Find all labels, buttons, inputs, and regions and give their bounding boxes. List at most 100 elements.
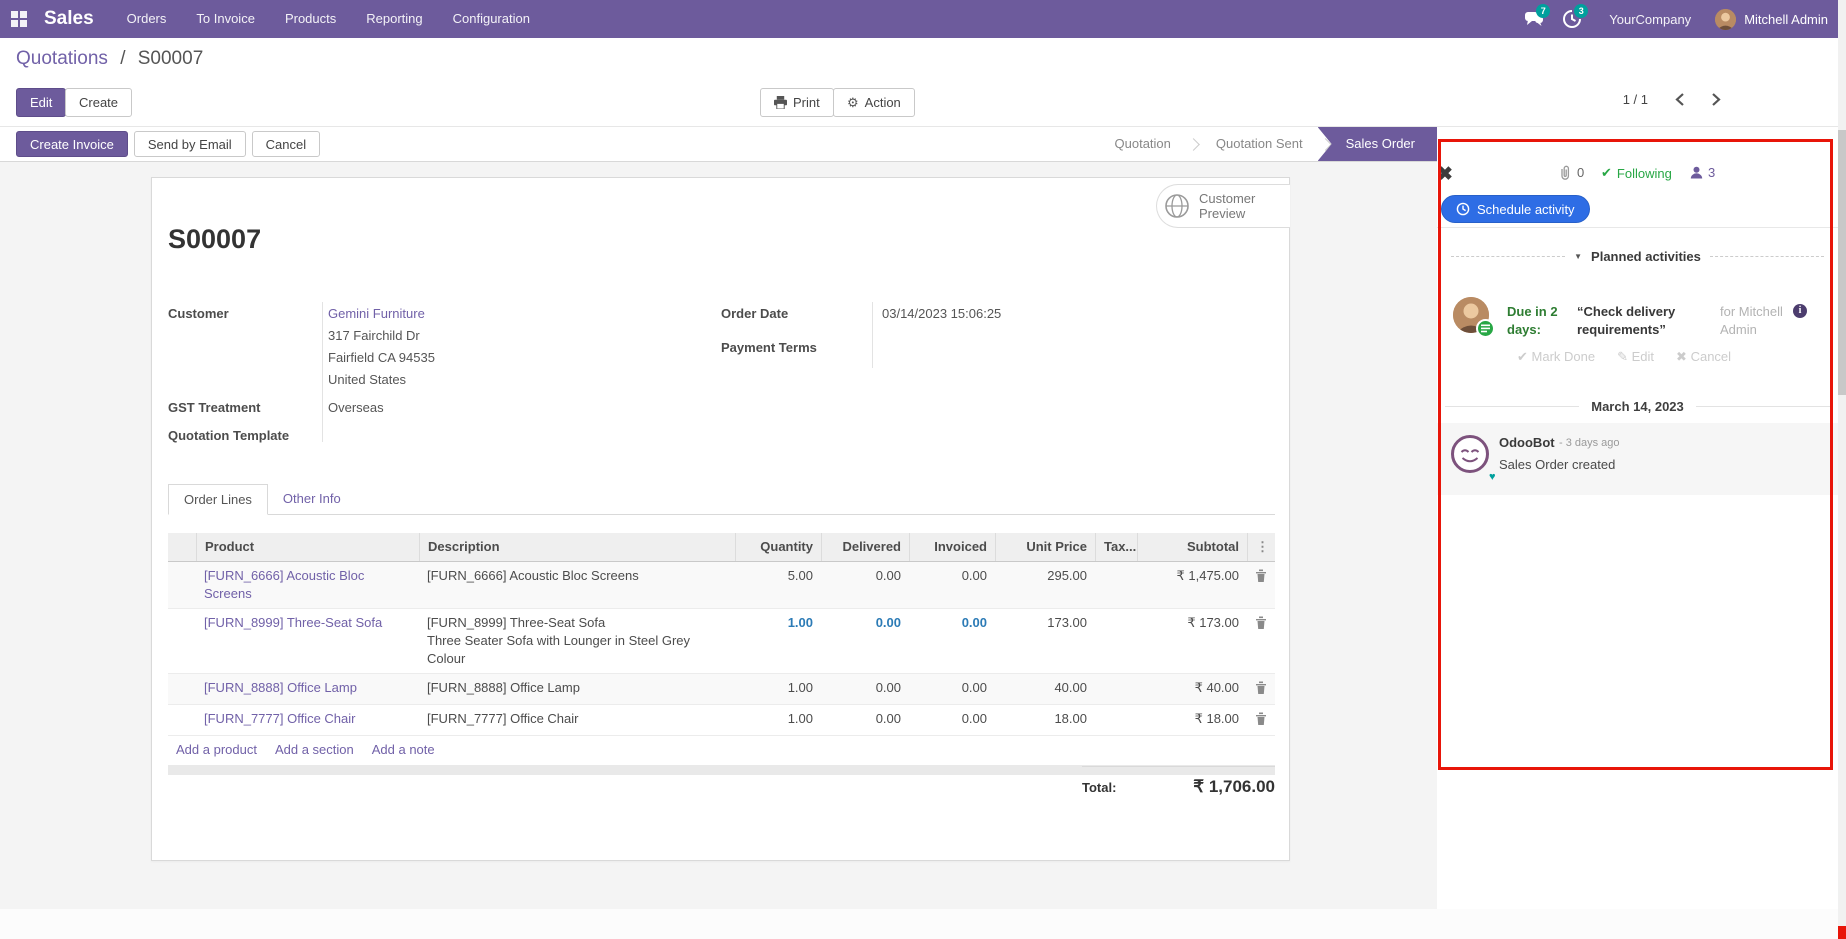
col-invoiced[interactable]: Invoiced	[909, 533, 995, 561]
mark-done-button[interactable]: ✔ Mark Done	[1517, 349, 1596, 364]
messages-badge: 7	[1536, 4, 1551, 18]
message-author: OdooBot	[1499, 435, 1555, 450]
action-label: Action	[864, 95, 901, 110]
status-sales-order[interactable]: Sales Order	[1317, 127, 1437, 161]
activity-actions: ✔ Mark Done ✎ Edit ✖ Cancel	[1517, 349, 1731, 365]
delete-row-icon[interactable]	[1255, 569, 1267, 582]
edit-button[interactable]: Edit	[16, 88, 67, 117]
pencil-icon: ✎	[1617, 349, 1629, 364]
printer-icon	[774, 96, 787, 109]
planned-activities-header[interactable]: ▼ Planned activities	[1437, 249, 1838, 264]
breadcrumb-separator: /	[120, 48, 126, 69]
handle-column	[168, 533, 196, 561]
menu-configuration[interactable]: Configuration	[452, 11, 530, 26]
table-row[interactable]: [FURN_8888] Office Lamp [FURN_8888] Offi…	[168, 674, 1275, 705]
create-invoice-button[interactable]: Create Invoice	[16, 131, 128, 157]
order-lines-table: Product Description Quantity Delivered I…	[168, 533, 1275, 775]
customer-label: Customer	[168, 306, 229, 321]
breadcrumb-quotations[interactable]: Quotations	[16, 48, 108, 69]
pager-value[interactable]: 1 / 1	[1622, 92, 1648, 107]
pager-previous-icon[interactable]	[1674, 92, 1685, 107]
systray: 7 3 YourCompany Mitchell Admin	[1517, 0, 1846, 38]
table-row[interactable]: [FURN_8999] Three-Seat Sofa [FURN_8999] …	[168, 609, 1275, 674]
messages-button[interactable]: 7	[1517, 0, 1551, 38]
description-cell: [FURN_6666] Acoustic Bloc Screens	[427, 568, 639, 583]
attachments-count: 0	[1577, 165, 1585, 180]
product-link[interactable]: [FURN_6666] Acoustic Bloc Screens	[204, 568, 365, 601]
menu-reporting[interactable]: Reporting	[366, 11, 423, 26]
product-link[interactable]: [FURN_7777] Office Chair	[204, 711, 356, 726]
add-a-section-link[interactable]: Add a section	[274, 742, 354, 757]
customer-preview-label: Customer Preview	[1199, 191, 1256, 221]
gst-treatment-label: GST Treatment	[168, 400, 261, 415]
schedule-activity-button[interactable]: Schedule activity	[1441, 195, 1590, 223]
delete-row-icon[interactable]	[1255, 616, 1267, 629]
x-icon: ✖	[1676, 349, 1687, 364]
activities-button[interactable]: 3	[1555, 0, 1589, 38]
following-button[interactable]: ✔ Following	[1601, 165, 1672, 181]
col-delivered[interactable]: Delivered	[821, 533, 909, 561]
col-product[interactable]: Product	[196, 533, 419, 561]
edit-activity-button[interactable]: ✎ Edit	[1617, 349, 1655, 364]
menu-to-invoice[interactable]: To Invoice	[196, 11, 255, 26]
customer-link[interactable]: Gemini Furniture	[328, 306, 425, 321]
breadcrumb: Quotations / S00007	[16, 48, 203, 70]
activities-badge: 3	[1574, 4, 1589, 18]
status-quotation[interactable]: Quotation	[1114, 136, 1171, 151]
status-quotation-sent[interactable]: Quotation Sent	[1215, 136, 1303, 151]
col-description[interactable]: Description	[419, 533, 735, 561]
followers-count: 3	[1708, 165, 1716, 180]
col-taxes[interactable]: Tax...	[1095, 533, 1137, 561]
send-by-email-button[interactable]: Send by Email	[133, 131, 246, 157]
check-icon: ✔	[1601, 165, 1612, 180]
apps-menu-icon[interactable]	[0, 0, 38, 38]
app-name[interactable]: Sales	[44, 8, 94, 29]
planned-activities-label: Planned activities	[1591, 249, 1701, 264]
invoiced-cell: 0.00	[961, 615, 987, 630]
tab-order-lines[interactable]: Order Lines	[168, 484, 268, 515]
delete-row-icon[interactable]	[1255, 712, 1267, 725]
col-subtotal[interactable]: Subtotal	[1137, 533, 1247, 561]
caret-down-icon: ▼	[1574, 252, 1583, 261]
main-menu: Orders To Invoice Products Reporting Con…	[112, 0, 545, 38]
user-menu[interactable]: Mitchell Admin	[1711, 8, 1832, 30]
col-unit-price[interactable]: Unit Price	[995, 533, 1095, 561]
product-link[interactable]: [FURN_8888] Office Lamp	[204, 680, 357, 695]
activity-info-icon[interactable]: i	[1793, 304, 1807, 318]
action-button[interactable]: ⚙ Action	[833, 88, 915, 117]
pager-next-icon[interactable]	[1711, 92, 1722, 107]
page-scrollbar	[1838, 0, 1846, 939]
cancel-button[interactable]: Cancel	[251, 131, 321, 157]
activity-assignee: for Mitchell Admin	[1720, 304, 1783, 337]
quantity-cell: 1.00	[787, 680, 813, 695]
create-button[interactable]: Create	[65, 88, 133, 117]
pager: 1 / 1	[1623, 92, 1722, 107]
company-switcher[interactable]: YourCompany	[1609, 11, 1692, 27]
menu-orders[interactable]: Orders	[126, 11, 167, 26]
product-link[interactable]: [FURN_8999] Three-Seat Sofa	[204, 615, 383, 630]
breadcrumb-current: S00007	[137, 48, 204, 69]
description-cell: [FURN_8999] Three-Seat Sofa Three Seater…	[427, 615, 691, 666]
status-pipeline: Quotation Quotation Sent Sales Order	[1099, 127, 1437, 161]
cancel-activity-button[interactable]: ✖ Cancel	[1676, 349, 1732, 364]
table-row[interactable]: [FURN_6666] Acoustic Bloc Screens [FURN_…	[168, 562, 1275, 609]
print-label: Print	[793, 95, 820, 110]
quantity-cell: 1.00	[787, 711, 813, 726]
add-a-note-link[interactable]: Add a note	[371, 742, 435, 757]
invoiced-cell: 0.00	[961, 568, 987, 583]
followers-button[interactable]: 3	[1690, 165, 1715, 180]
optional-columns-icon[interactable]: ⋮	[1247, 533, 1275, 561]
customer-preview-button[interactable]: Customer Preview	[1156, 184, 1290, 228]
message-timestamp: - 3 days ago	[1559, 437, 1620, 449]
print-button[interactable]: Print	[760, 88, 834, 117]
delete-row-icon[interactable]	[1255, 681, 1267, 694]
table-row[interactable]: [FURN_7777] Office Chair [FURN_7777] Off…	[168, 705, 1275, 736]
col-quantity[interactable]: Quantity	[735, 533, 821, 561]
top-navbar: Sales Orders To Invoice Products Reporti…	[0, 0, 1846, 38]
menu-products[interactable]: Products	[284, 11, 337, 26]
scrollbar-thumb[interactable]	[1838, 130, 1846, 395]
field-separator	[872, 302, 873, 368]
attachments-button[interactable]: 0	[1559, 165, 1584, 180]
tab-other-info[interactable]: Other Info	[282, 491, 341, 506]
add-a-product-link[interactable]: Add a product	[176, 742, 257, 757]
